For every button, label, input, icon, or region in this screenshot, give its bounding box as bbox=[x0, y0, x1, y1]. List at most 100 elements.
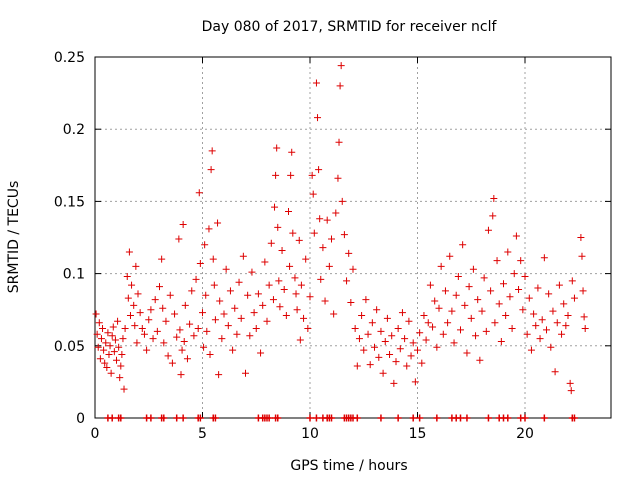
data-point bbox=[208, 147, 216, 155]
data-point bbox=[123, 272, 131, 280]
data-point bbox=[302, 255, 310, 263]
data-point bbox=[335, 138, 343, 146]
data-point bbox=[101, 359, 109, 367]
data-point bbox=[119, 335, 127, 343]
data-point bbox=[188, 287, 196, 295]
data-point bbox=[211, 316, 219, 324]
data-point bbox=[394, 324, 402, 332]
data-point bbox=[192, 275, 200, 283]
data-point bbox=[115, 343, 123, 351]
data-point bbox=[103, 363, 111, 371]
data-point bbox=[178, 346, 186, 354]
data-point bbox=[336, 82, 344, 90]
data-point bbox=[349, 265, 357, 273]
data-point bbox=[265, 281, 273, 289]
data-point bbox=[138, 324, 146, 332]
data-point bbox=[239, 252, 247, 260]
baseline-point bbox=[570, 414, 578, 422]
data-point bbox=[291, 274, 299, 282]
data-point bbox=[450, 339, 458, 347]
baseline-point bbox=[484, 414, 492, 422]
data-point bbox=[286, 262, 294, 270]
data-point bbox=[508, 324, 516, 332]
data-point bbox=[224, 322, 232, 330]
data-point bbox=[102, 339, 110, 347]
data-point bbox=[207, 166, 215, 174]
x-tick-label: 20 bbox=[516, 426, 534, 442]
data-point bbox=[580, 313, 588, 321]
data-point bbox=[536, 335, 544, 343]
data-point bbox=[131, 322, 139, 330]
data-point bbox=[422, 336, 430, 344]
data-point bbox=[454, 272, 462, 280]
data-point bbox=[145, 316, 153, 324]
data-point bbox=[215, 371, 223, 379]
data-point bbox=[125, 248, 133, 256]
data-point bbox=[288, 148, 296, 156]
baseline-point bbox=[108, 414, 116, 422]
data-point bbox=[147, 306, 155, 314]
data-point bbox=[156, 283, 163, 291]
data-point bbox=[487, 287, 495, 295]
data-point bbox=[108, 332, 116, 340]
data-point bbox=[128, 281, 136, 289]
data-point bbox=[543, 326, 550, 334]
baseline-point bbox=[457, 414, 464, 422]
data-point bbox=[366, 361, 374, 369]
data-point bbox=[310, 229, 318, 237]
data-point bbox=[316, 215, 324, 223]
data-point bbox=[523, 330, 531, 338]
y-axis-label: SRMTID / TECUs bbox=[6, 181, 22, 294]
data-point bbox=[259, 301, 267, 309]
baseline-point bbox=[179, 414, 187, 422]
data-point bbox=[409, 339, 417, 347]
data-point bbox=[377, 327, 385, 335]
x-tick-label: 15 bbox=[409, 426, 427, 442]
y-tick-label: 0.2 bbox=[63, 122, 85, 138]
data-point bbox=[140, 330, 148, 338]
data-point bbox=[323, 216, 331, 224]
baseline-marks bbox=[104, 414, 578, 422]
data-point bbox=[439, 330, 447, 338]
baseline-point bbox=[433, 414, 441, 422]
data-point bbox=[381, 337, 389, 345]
data-point bbox=[429, 323, 437, 331]
data-point bbox=[343, 277, 351, 285]
data-point bbox=[510, 270, 518, 278]
y-tick-labels: 0 0.05 0.1 0.15 0.2 0.25 bbox=[54, 50, 85, 427]
data-point bbox=[210, 281, 218, 289]
data-point bbox=[484, 226, 492, 234]
data-point bbox=[469, 265, 477, 273]
data-point bbox=[269, 296, 277, 304]
data-point bbox=[567, 387, 575, 395]
data-point bbox=[261, 258, 269, 266]
data-point bbox=[248, 268, 256, 276]
data-point bbox=[448, 307, 456, 315]
y-tick-label: 0 bbox=[76, 411, 85, 427]
data-point bbox=[405, 317, 413, 325]
data-point bbox=[420, 311, 428, 319]
data-point bbox=[489, 212, 497, 220]
data-point bbox=[181, 301, 189, 309]
baseline-point bbox=[196, 414, 204, 422]
data-point bbox=[368, 319, 376, 327]
data-point bbox=[168, 359, 176, 367]
y-tick-label: 0.15 bbox=[54, 194, 85, 210]
data-point bbox=[190, 332, 198, 340]
data-point bbox=[202, 291, 210, 299]
data-point bbox=[304, 324, 312, 332]
data-point bbox=[504, 248, 512, 256]
data-point bbox=[347, 298, 355, 306]
baseline-point bbox=[306, 414, 314, 422]
data-point bbox=[173, 333, 181, 341]
data-point bbox=[200, 343, 208, 351]
data-point bbox=[297, 281, 305, 289]
data-point bbox=[461, 301, 469, 309]
data-point bbox=[332, 209, 340, 217]
data-point bbox=[463, 349, 471, 357]
data-point bbox=[555, 281, 563, 289]
data-point bbox=[113, 356, 120, 364]
data-point bbox=[549, 307, 557, 315]
data-point bbox=[319, 244, 327, 252]
